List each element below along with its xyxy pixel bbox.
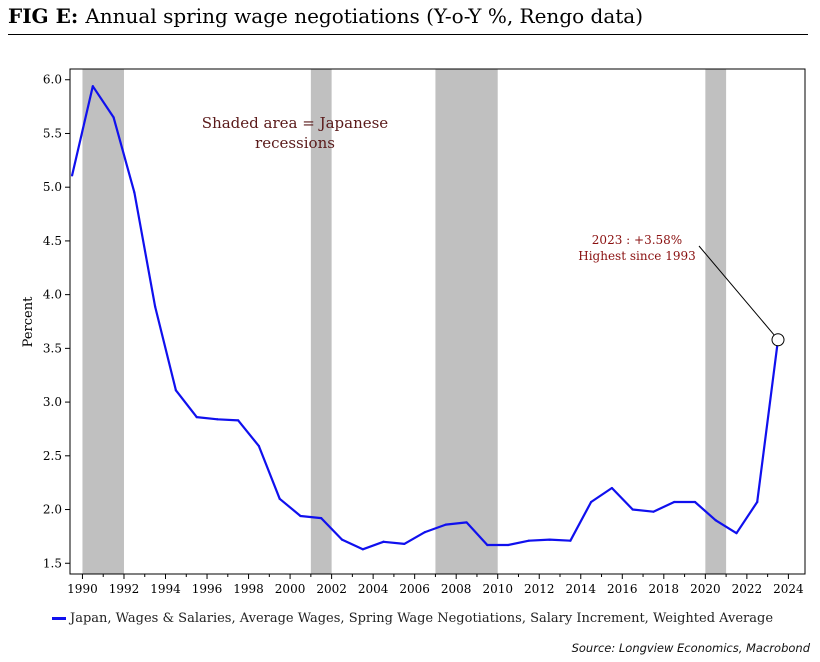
x-tick-label: 2006 [399, 582, 430, 596]
data-point [216, 418, 219, 421]
x-tick-label: 1992 [109, 582, 140, 596]
peak-marker-circle [771, 333, 785, 347]
x-tick-label: 1990 [67, 582, 98, 596]
data-point [506, 543, 510, 547]
data-point [590, 500, 593, 504]
series-line [71, 85, 780, 551]
data-point [486, 543, 489, 547]
data-point [91, 85, 94, 88]
data-point [423, 530, 427, 534]
figure-label: FIG E: [8, 4, 79, 28]
data-point [631, 508, 634, 511]
data-point [320, 517, 323, 520]
peak-annotation-line1: 2023 : +3.58% [592, 233, 682, 247]
data-point [569, 539, 572, 542]
y-tick-label: 3.0 [43, 395, 62, 409]
data-point [133, 191, 136, 194]
legend-swatch [52, 617, 66, 620]
data-point [237, 419, 240, 422]
x-tick-label: 2004 [358, 582, 389, 596]
data-point [735, 532, 738, 535]
data-point [382, 540, 385, 543]
x-tick-label: 1994 [150, 582, 181, 596]
data-point [174, 389, 177, 392]
y-tick-label: 4.0 [43, 288, 62, 302]
x-tick-label: 2016 [607, 582, 638, 596]
peak-leader-line [698, 245, 775, 336]
data-point [527, 539, 530, 542]
data-point [673, 500, 676, 504]
x-tick-label: 2020 [690, 582, 721, 596]
plot-frame [69, 68, 806, 575]
x-tick-label: 2014 [565, 582, 596, 596]
x-tick-label: 2022 [732, 582, 763, 596]
chart-legend: Japan, Wages & Salaries, Average Wages, … [52, 611, 773, 626]
peak-annotation-line2: Highest since 1993 [578, 249, 696, 263]
x-tick-label: 1996 [192, 582, 223, 596]
data-point [714, 519, 717, 522]
y-tick-label: 2.5 [43, 449, 62, 463]
data-point [299, 514, 302, 518]
x-tick-label: 2000 [275, 582, 306, 596]
recession-shading [82, 69, 727, 574]
data-point [257, 445, 261, 448]
y-tick-label: 5.0 [43, 180, 62, 194]
x-axis: 1990 1992 1994 1996 1998 2000 2002 2004 2006 2008… [67, 574, 804, 596]
y-tick-label: 5.5 [43, 126, 62, 140]
x-tick-label: 2018 [649, 582, 680, 596]
legend-label: Japan, Wages & Salaries, Average Wages, … [70, 611, 774, 626]
data-point [195, 416, 198, 419]
data-point [361, 548, 364, 551]
data-point [548, 538, 551, 541]
series-points [70, 85, 780, 551]
data-point [154, 305, 157, 308]
y-tick-label: 2.0 [43, 503, 62, 517]
data-point [112, 116, 115, 119]
recession-band [435, 69, 498, 574]
data-point [70, 174, 74, 177]
recession-band [705, 69, 727, 574]
data-point [403, 542, 406, 546]
x-tick-label: 2002 [316, 582, 347, 596]
data-point [756, 500, 759, 504]
y-tick-label: 4.5 [43, 234, 62, 248]
recession-note-line1: Shaded area = Japanese [202, 114, 389, 132]
data-point [465, 521, 468, 524]
data-point [278, 497, 281, 500]
y-axis-label: Percent [21, 296, 36, 347]
source-note: Source: Longview Economics, Macrobond [571, 641, 810, 655]
recession-note-line2: recessions [255, 134, 335, 152]
y-tick-label: 1.5 [43, 556, 62, 570]
y-axis: 1.5 2.0 2.5 3.0 3.5 4.0 4.5 5.0 5.5 6.0 [43, 73, 70, 570]
x-tick-label: 2012 [524, 582, 555, 596]
x-tick-label: 2008 [441, 582, 472, 596]
x-tick-label: 2010 [482, 582, 513, 596]
data-point [340, 538, 344, 541]
y-tick-label: 6.0 [43, 73, 62, 87]
data-point [444, 523, 447, 526]
figure-header: FIG E: Annual spring wage negotiations (… [8, 4, 808, 35]
y-tick-label: 3.5 [43, 341, 62, 355]
data-point [652, 510, 655, 513]
chart-title: Annual spring wage negotiations (Y-o-Y %… [85, 4, 644, 28]
x-tick-label: 1998 [233, 582, 264, 596]
recession-band [310, 69, 332, 574]
data-point [693, 500, 697, 504]
data-point [610, 486, 614, 490]
recession-band [82, 69, 124, 574]
x-tick-label: 2024 [773, 582, 804, 596]
